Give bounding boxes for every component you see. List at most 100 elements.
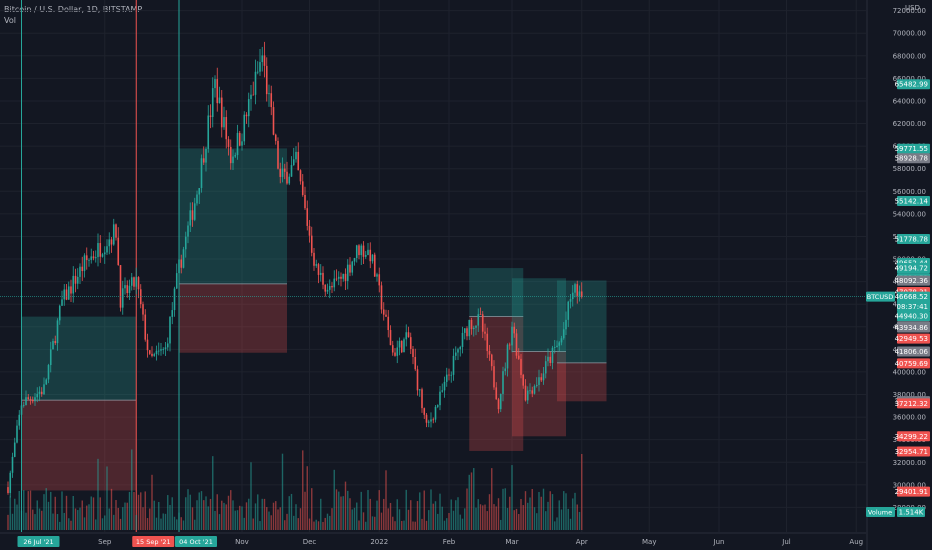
volume-bar: [572, 498, 574, 530]
price-label-text: 59771.55: [895, 145, 928, 153]
symbol-title[interactable]: Bitcoin / U.S. Dollar, 1D, BITSTAMP: [4, 5, 143, 14]
candle-body: [11, 456, 14, 473]
volume-bar: [284, 520, 286, 530]
volume-bar: [302, 450, 304, 530]
volume-bar: [412, 521, 414, 530]
volume-bar: [347, 490, 349, 530]
position-stop-zone: [179, 283, 287, 353]
price-tick-label: 32000.00: [893, 459, 926, 467]
candle-body: [513, 326, 516, 334]
candle-body: [9, 472, 12, 493]
candle-body: [560, 338, 563, 343]
candle-body: [439, 391, 441, 406]
candle-body: [184, 236, 187, 250]
candle-body: [382, 309, 385, 315]
volume-bar: [133, 491, 135, 530]
volume-bar: [209, 498, 212, 530]
candle-body: [506, 344, 509, 369]
volume-bar: [254, 503, 257, 530]
candle-body: [355, 245, 358, 259]
candle-body: [207, 115, 210, 149]
marker-date-text: 15 Sep '21: [136, 538, 171, 546]
candle-body: [351, 261, 354, 273]
volume-bar: [428, 510, 430, 530]
position-target-zone: [21, 316, 137, 401]
price-label-badge: [897, 346, 930, 357]
volume-bar: [50, 491, 52, 530]
marker-date-text: 26 Jul '21: [23, 538, 53, 546]
volume-bar: [230, 490, 232, 530]
candle-body: [254, 71, 257, 95]
price-label-text: 40759.69: [895, 360, 928, 368]
volume-bar: [473, 468, 475, 530]
volume-bar: [279, 507, 281, 530]
candle-body: [36, 393, 39, 398]
volume-bar: [304, 491, 306, 530]
volume-bar: [551, 494, 554, 530]
candle-body: [331, 285, 333, 288]
symbol-badge-text: BTCUSD: [867, 293, 893, 301]
candle-body: [324, 284, 327, 292]
volume-bar: [248, 498, 250, 530]
candle-body: [524, 385, 527, 401]
volume-bar: [38, 508, 41, 530]
current-price-text: 46668.52: [895, 293, 928, 301]
candle-body: [387, 316, 390, 331]
volume-bar: [18, 490, 20, 530]
candle-body: [281, 168, 284, 177]
candle-body: [475, 325, 477, 328]
candle-body: [18, 414, 21, 426]
volume-bar: [311, 488, 313, 530]
candle-body: [175, 273, 178, 289]
price-label-badge: [897, 195, 930, 206]
volume-bar: [173, 516, 176, 530]
price-label-badge: [897, 431, 930, 442]
candle-body: [400, 340, 403, 353]
candle-body: [495, 387, 498, 400]
candle-body: [391, 345, 394, 353]
volume-bar: [104, 515, 106, 530]
candle-body: [481, 314, 484, 332]
candle-body: [369, 249, 372, 262]
volume-bar: [241, 506, 243, 530]
candle-body: [418, 389, 421, 391]
candle-body: [344, 273, 347, 281]
volume-bar: [356, 502, 358, 530]
volume-bar: [142, 507, 144, 530]
candle-body: [243, 114, 246, 142]
volume-bar: [45, 488, 47, 530]
candle-body: [373, 254, 376, 277]
candle-body: [72, 275, 75, 294]
volume-bar: [191, 507, 194, 530]
volume-bar: [468, 474, 470, 530]
candle-body: [306, 208, 309, 226]
candle-body: [259, 62, 261, 72]
candle-body: [515, 333, 518, 356]
candle-body: [200, 158, 203, 189]
candle-body: [452, 355, 455, 375]
candle-body: [47, 365, 50, 380]
volume-bar: [144, 491, 146, 530]
candle-body: [337, 276, 340, 279]
candle-body: [497, 399, 500, 410]
volume-bar: [556, 517, 558, 530]
volume-bar: [140, 492, 142, 530]
price-label-badge: [897, 143, 930, 154]
volume-bar: [533, 507, 536, 530]
price-tick-label: 66000.00: [893, 75, 926, 83]
volume-indicator-title[interactable]: Vol: [4, 16, 16, 25]
candle-body: [367, 249, 369, 255]
candle-body: [551, 347, 554, 363]
volume-bar: [225, 504, 227, 530]
candle-body: [504, 368, 507, 372]
volume-bar: [281, 453, 284, 530]
volume-bar: [106, 466, 108, 530]
candle-body: [443, 381, 446, 391]
volume-bar: [263, 498, 266, 530]
candle-body: [283, 168, 286, 172]
candle-body: [457, 349, 459, 353]
candle-body: [574, 284, 576, 293]
volume-bar: [335, 489, 338, 530]
candle-body: [106, 246, 108, 253]
